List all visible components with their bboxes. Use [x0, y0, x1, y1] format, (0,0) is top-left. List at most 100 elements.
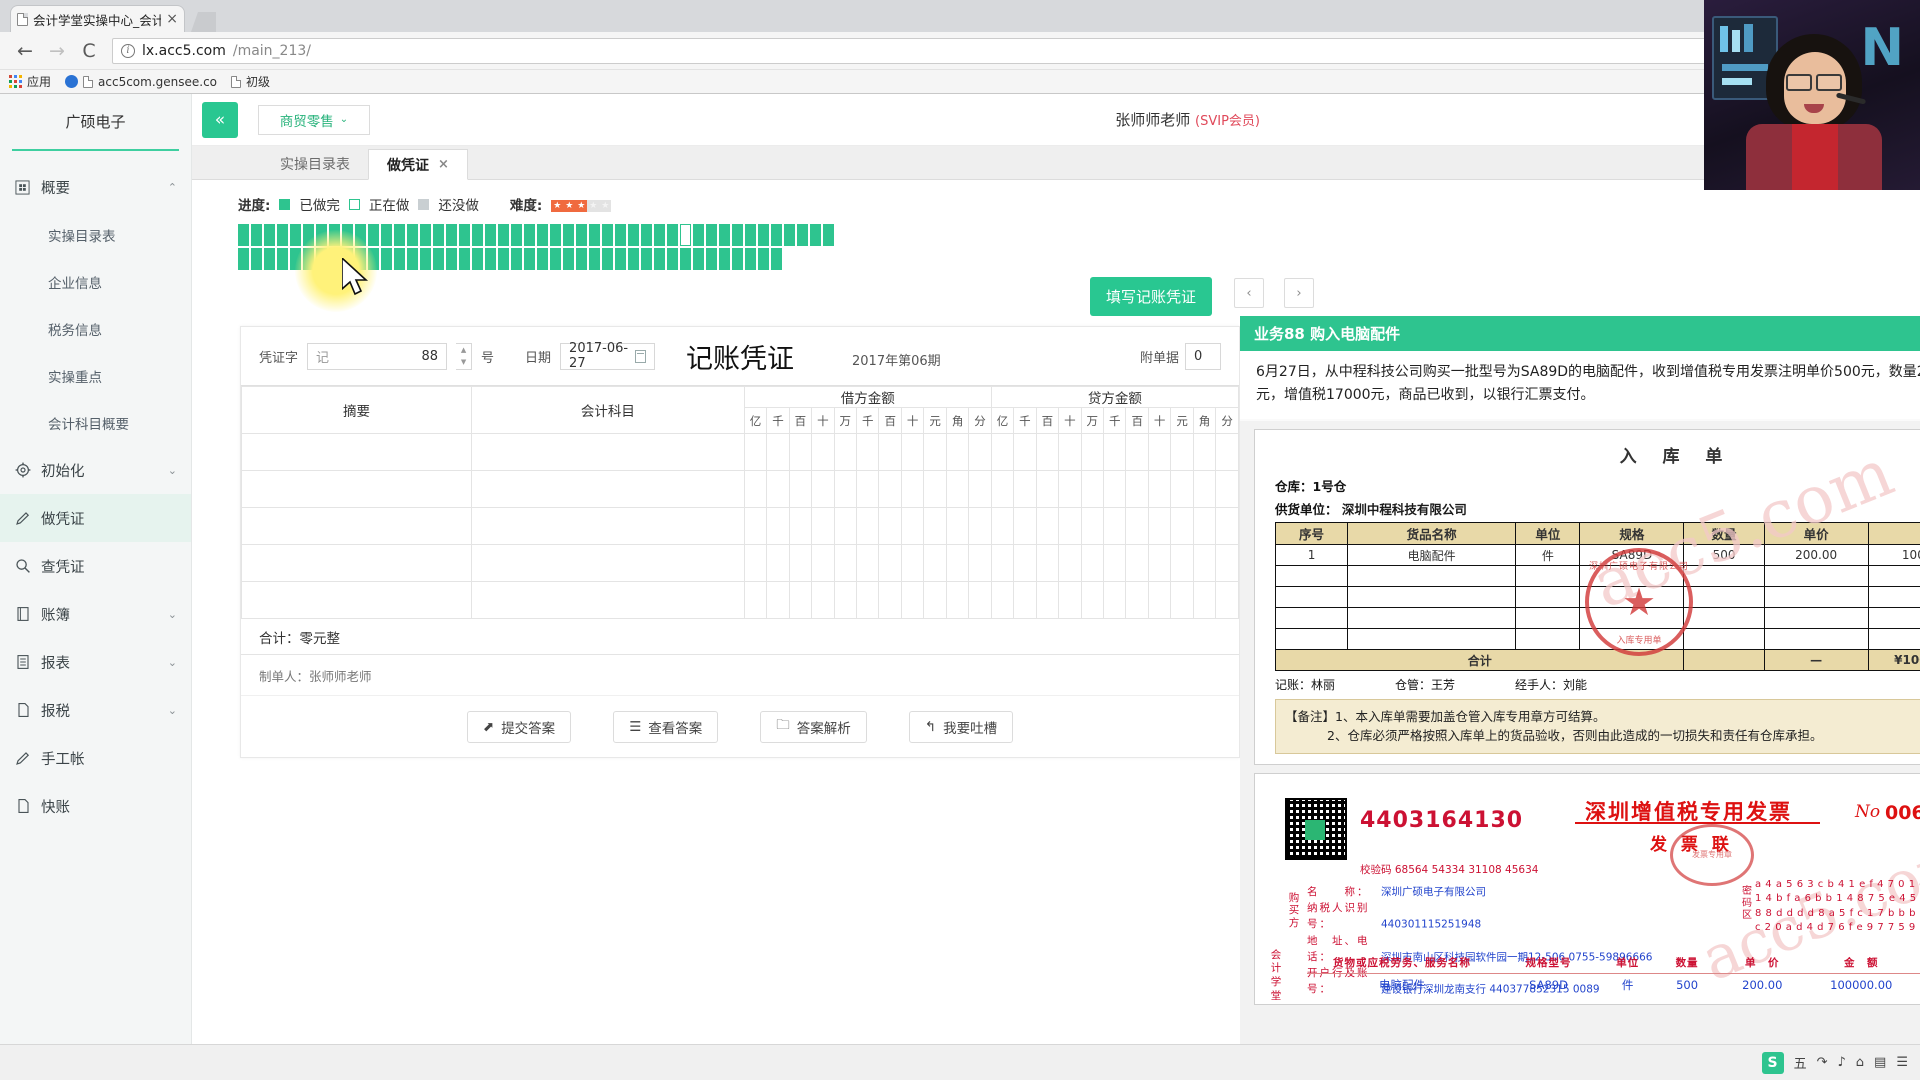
- sidebar-item-overview[interactable]: 概要 ⌃: [0, 163, 191, 211]
- cell-digit[interactable]: [878, 544, 902, 582]
- cell-digit[interactable]: [833, 470, 858, 508]
- cell-digit[interactable]: [1103, 581, 1127, 619]
- progress-cell[interactable]: [238, 224, 249, 246]
- cell-summary[interactable]: [241, 433, 472, 471]
- progress-cell[interactable]: [615, 224, 626, 246]
- progress-cell[interactable]: [290, 248, 301, 270]
- submit-answer-button[interactable]: ⬈ 提交答案: [466, 710, 572, 743]
- progress-cell[interactable]: [459, 224, 470, 246]
- cell-digit[interactable]: [1170, 581, 1194, 619]
- cell-digit[interactable]: [788, 470, 813, 508]
- industry-select[interactable]: 商贸零售 ⌄: [258, 104, 370, 135]
- cell-digit[interactable]: [743, 507, 768, 545]
- progress-cell[interactable]: [498, 248, 509, 270]
- document-scroll-area[interactable]: acc5.com 入 库 单 仓库：1号仓 No:1007311 供货单位： 深…: [1240, 421, 1920, 1080]
- cell-digit[interactable]: [990, 544, 1015, 582]
- attach-input[interactable]: 0: [1185, 342, 1221, 370]
- cell-digit[interactable]: [856, 433, 880, 471]
- progress-cell[interactable]: [745, 224, 756, 246]
- progress-cell[interactable]: [394, 224, 405, 246]
- cell-digit[interactable]: [1013, 470, 1037, 508]
- cell-digit[interactable]: [1170, 470, 1194, 508]
- fill-voucher-button[interactable]: 填写记账凭证: [1090, 277, 1213, 316]
- progress-cell[interactable]: [251, 224, 262, 246]
- progress-cell[interactable]: [667, 248, 678, 270]
- sidebar-item-tax-filing[interactable]: 报税 ⌄: [0, 686, 191, 734]
- voucher-zi-input[interactable]: 记 88: [307, 342, 448, 370]
- progress-cell[interactable]: [758, 248, 769, 270]
- cell-digit[interactable]: [878, 581, 902, 619]
- cell-digit[interactable]: [766, 433, 790, 471]
- calendar-icon[interactable]: [634, 349, 647, 363]
- page-info-icon[interactable]: i: [121, 43, 135, 58]
- cell-digit[interactable]: [788, 581, 813, 619]
- cell-digit[interactable]: [900, 544, 925, 582]
- cell-digit[interactable]: [923, 544, 947, 582]
- cell-digit[interactable]: [923, 507, 947, 545]
- cell-digit[interactable]: [1215, 507, 1239, 545]
- sidebar-item-tax-info[interactable]: 税务信息: [48, 322, 102, 339]
- cell-digit[interactable]: [856, 581, 880, 619]
- sogou-logo-icon[interactable]: S: [1761, 1051, 1784, 1074]
- cell-summary[interactable]: [241, 470, 472, 508]
- progress-cell[interactable]: [576, 248, 587, 270]
- cell-digit[interactable]: [1125, 433, 1149, 471]
- cell-subject[interactable]: [470, 507, 745, 545]
- progress-cell[interactable]: [342, 224, 353, 246]
- sidebar-item-initialize[interactable]: 初始化 ⌄: [0, 446, 191, 494]
- reload-icon[interactable]: C: [82, 39, 96, 62]
- progress-cell[interactable]: [810, 224, 821, 246]
- cell-digit[interactable]: [811, 581, 835, 619]
- cell-digit[interactable]: [1058, 470, 1082, 508]
- progress-cell[interactable]: [758, 224, 769, 246]
- cell-digit[interactable]: [788, 433, 813, 471]
- taskbar-item[interactable]: ▤: [1874, 1055, 1887, 1070]
- progress-cell[interactable]: [719, 248, 730, 270]
- cell-digit[interactable]: [1058, 433, 1082, 471]
- cell-digit[interactable]: [923, 470, 947, 508]
- cell-digit[interactable]: [1080, 433, 1105, 471]
- close-icon[interactable]: ×: [438, 157, 449, 172]
- progress-cell[interactable]: [303, 248, 314, 270]
- progress-cell[interactable]: [680, 248, 691, 270]
- cell-digit[interactable]: [1147, 544, 1172, 582]
- cell-digit[interactable]: [878, 507, 902, 545]
- progress-cell[interactable]: [329, 224, 340, 246]
- cell-digit[interactable]: [900, 581, 925, 619]
- progress-cell[interactable]: [745, 248, 756, 270]
- cell-digit[interactable]: [1147, 581, 1172, 619]
- cell-digit[interactable]: [766, 544, 790, 582]
- tab-catalog[interactable]: 实操目录表: [262, 148, 368, 179]
- cell-digit[interactable]: [1080, 544, 1105, 582]
- cell-digit[interactable]: [1080, 581, 1105, 619]
- progress-cell[interactable]: [628, 224, 639, 246]
- progress-cell[interactable]: [485, 224, 496, 246]
- cell-digit[interactable]: [1058, 581, 1082, 619]
- cell-digit[interactable]: [766, 581, 790, 619]
- cell-digit[interactable]: [1215, 470, 1239, 508]
- cell-digit[interactable]: [1147, 507, 1172, 545]
- cell-digit[interactable]: [945, 433, 970, 471]
- progress-cell[interactable]: [433, 224, 444, 246]
- progress-cell[interactable]: [511, 248, 522, 270]
- sidebar-item-subject-overview[interactable]: 会计科目概要: [48, 416, 129, 433]
- taskbar-item[interactable]: ♪: [1837, 1055, 1846, 1070]
- progress-cell[interactable]: [628, 248, 639, 270]
- cell-digit[interactable]: [743, 581, 768, 619]
- progress-cell[interactable]: [264, 248, 275, 270]
- bookmark-chuji[interactable]: 初级: [231, 73, 270, 90]
- voucher-row[interactable]: [241, 470, 1239, 508]
- cell-digit[interactable]: [900, 470, 925, 508]
- voucher-row[interactable]: [241, 433, 1239, 471]
- progress-cell[interactable]: [251, 248, 262, 270]
- cell-digit[interactable]: [811, 470, 835, 508]
- cell-digit[interactable]: [968, 507, 992, 545]
- progress-cell[interactable]: [433, 248, 444, 270]
- progress-cell[interactable]: [368, 224, 379, 246]
- cell-digit[interactable]: [945, 581, 970, 619]
- sidebar-item-key-points[interactable]: 实操重点: [48, 369, 102, 386]
- progress-cell[interactable]: [446, 224, 457, 246]
- collapse-sidebar-button[interactable]: «: [202, 101, 238, 138]
- progress-cell[interactable]: [550, 248, 561, 270]
- cell-digit[interactable]: [1147, 433, 1172, 471]
